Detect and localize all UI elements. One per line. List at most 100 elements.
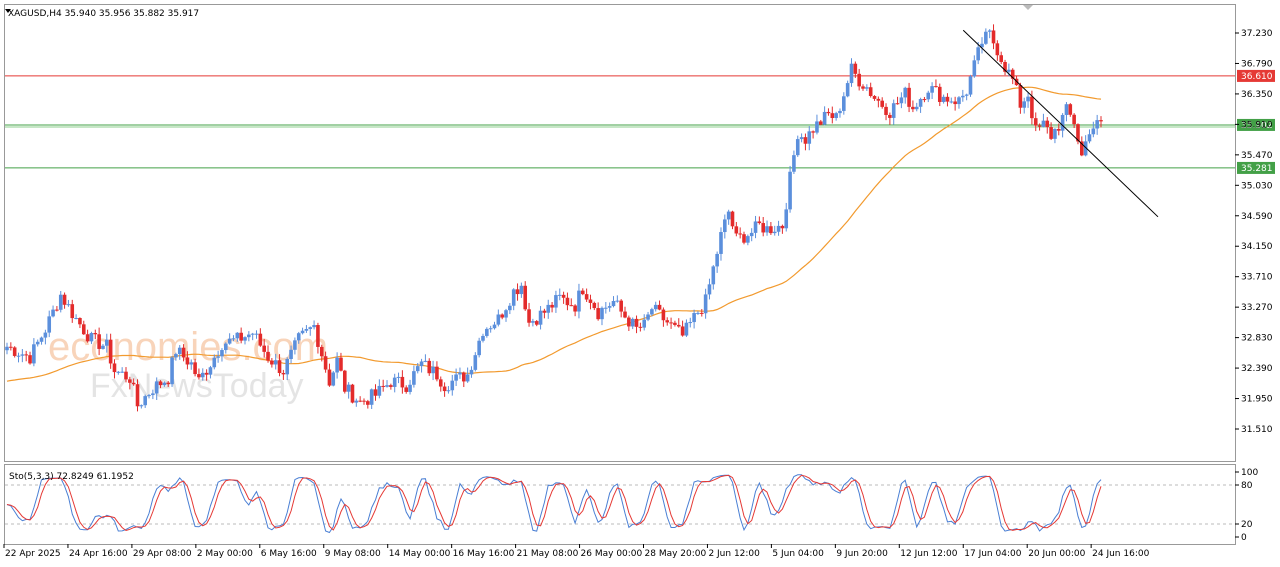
price-tick-label: 36.350 <box>1241 90 1273 100</box>
candle-bullish <box>458 372 462 375</box>
candle-bullish <box>865 87 869 89</box>
candle-bearish <box>811 131 815 133</box>
candle-bearish <box>81 324 86 335</box>
candle-bullish <box>170 357 174 385</box>
oscillator-tick-label: 100 <box>1241 468 1258 478</box>
time-tick-label: 9 Jun 20:00 <box>836 549 888 559</box>
candle-bearish <box>339 357 343 371</box>
price-tick-label: 31.510 <box>1241 425 1273 435</box>
candle-bullish <box>235 332 240 339</box>
candle-bearish <box>523 285 528 310</box>
candle-bullish <box>151 393 155 396</box>
candle-bullish <box>354 400 359 403</box>
candle-bearish <box>569 305 574 307</box>
level-price-badge <box>1237 161 1275 174</box>
candle-bullish <box>1007 69 1011 72</box>
candle-bullish <box>392 377 397 387</box>
candle-bullish <box>926 92 931 100</box>
candle-bearish <box>323 356 328 370</box>
candle-bullish <box>293 340 297 350</box>
candle-bearish <box>1099 120 1103 122</box>
candle-bullish <box>331 372 336 386</box>
time-tick-label: 16 May 16:00 <box>453 549 515 559</box>
candle-bearish <box>316 325 320 347</box>
candle-bearish <box>665 320 670 323</box>
candle-bullish <box>604 307 608 309</box>
candle-bullish <box>16 355 21 357</box>
candle-bearish <box>534 321 539 325</box>
candle-bullish <box>304 329 309 331</box>
candle-bearish <box>24 354 28 356</box>
candle-bearish <box>55 309 59 311</box>
candle-bullish <box>220 350 224 357</box>
oscillator-tick-label: 20 <box>1241 520 1253 530</box>
time-tick-label: 21 May 08:00 <box>517 549 579 559</box>
candle-bullish <box>189 362 194 365</box>
candle-bullish <box>469 369 474 375</box>
candle-bearish <box>676 324 681 327</box>
candle-bearish <box>769 226 773 234</box>
candle-bullish <box>1053 128 1057 139</box>
candle-bullish <box>508 305 512 311</box>
candle-bullish <box>807 131 812 144</box>
candle-bullish <box>47 316 52 333</box>
moving-average-line <box>6 86 1102 382</box>
stochastic-label: Sto(5,3,3) 72.8249 61.1952 <box>9 472 134 482</box>
candle-bearish <box>888 114 892 118</box>
candle-bearish <box>550 304 554 308</box>
price-tick-label: 32.830 <box>1241 334 1273 344</box>
candle-bullish <box>968 76 973 95</box>
resistance-trendline[interactable] <box>962 29 1159 218</box>
dropdown-triangle-icon[interactable] <box>5 9 11 13</box>
level-price-label: 36.610 <box>1241 72 1273 82</box>
candle-bearish <box>166 382 171 385</box>
candle-bullish <box>454 374 458 381</box>
candle-bearish <box>1010 69 1015 79</box>
time-tick-label: 17 Jun 04:00 <box>964 549 1021 559</box>
candle-bullish <box>162 382 167 386</box>
candle-bullish <box>984 31 988 44</box>
candle-bullish <box>212 357 217 368</box>
candle-bearish <box>853 63 858 74</box>
candle-bullish <box>746 236 750 243</box>
time-tick-label: 22 Apr 2025 <box>5 549 61 559</box>
candle-bearish <box>281 372 286 375</box>
candle-bearish <box>112 363 117 373</box>
level-price-badge <box>1237 118 1275 131</box>
candle-bearish <box>327 369 332 386</box>
candle-bearish <box>93 333 98 335</box>
price-tick-label: 35.470 <box>1241 151 1273 161</box>
candle-bullish <box>408 384 412 392</box>
candle-bearish <box>588 299 593 303</box>
price-tick-label: 37.230 <box>1241 29 1273 39</box>
candle-bearish <box>1049 127 1053 139</box>
candle-bearish <box>1030 96 1034 119</box>
candle-bullish <box>477 340 481 356</box>
candle-bearish <box>270 360 274 365</box>
candle-bullish <box>492 324 497 329</box>
candle-bullish <box>845 83 850 97</box>
candle-bullish <box>849 63 854 84</box>
candle-bullish <box>822 111 827 125</box>
candle-bearish <box>108 339 113 364</box>
candle-bullish <box>1087 134 1092 142</box>
candle-bullish <box>224 343 228 351</box>
candle-bullish <box>116 371 121 373</box>
candle-bearish <box>627 317 631 327</box>
candle-bullish <box>254 333 259 335</box>
candle-bullish <box>446 390 451 392</box>
candle-bullish <box>792 155 796 172</box>
candle-bullish <box>546 304 551 313</box>
candle-bullish <box>980 43 984 48</box>
candle-bullish <box>66 304 71 306</box>
candle-bullish <box>715 253 719 267</box>
candle-bullish <box>726 211 731 220</box>
candle-bullish <box>511 289 516 306</box>
candle-bearish <box>358 400 362 402</box>
shift-marker-icon <box>1023 5 1033 10</box>
candle-bullish <box>58 294 63 310</box>
candle-bullish <box>89 333 94 342</box>
candle-bearish <box>857 73 861 87</box>
candle-bullish <box>273 360 278 365</box>
